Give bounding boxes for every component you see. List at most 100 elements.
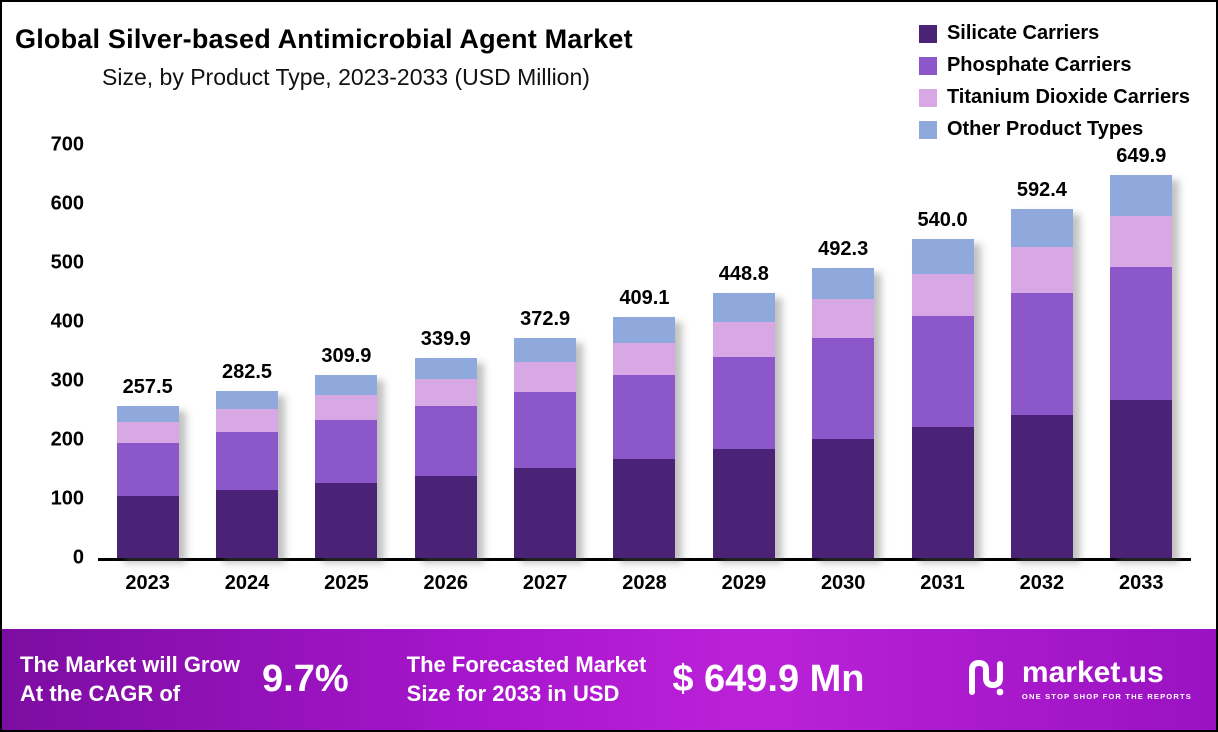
legend-swatch [918, 56, 937, 75]
bar-segment [613, 342, 676, 376]
marketus-logo: market.us ONE STOP SHOP FOR THE REPORTS [966, 654, 1192, 705]
y-tick-label: 300 [50, 369, 84, 392]
x-axis: 2023 2024 2025 2026 2027 2028 2029 2030 2031 2032… [98, 572, 1191, 595]
y-tick-label: 600 [50, 192, 84, 215]
x-tick-label: 2032 [1019, 572, 1065, 594]
y-tick-label: 500 [50, 251, 84, 274]
bar-total-label: 592.4 [1016, 178, 1067, 201]
legend-swatch [918, 88, 937, 107]
bar-total-label: 282.5 [222, 361, 273, 384]
bar-segment [216, 432, 279, 491]
bar-segment [911, 316, 974, 428]
bar-total-label: 448.8 [718, 263, 769, 286]
bar-segment [414, 357, 477, 380]
bar-segment [315, 483, 378, 558]
bar-stack [911, 239, 974, 558]
bar-segment [1110, 174, 1173, 216]
bar-column: 540.0 [893, 145, 992, 558]
bar-stack [315, 375, 378, 558]
bar-segment [514, 391, 577, 468]
cagr-value: 9.7% [262, 658, 349, 700]
brand-name: market.us [1021, 656, 1164, 689]
chart-title: Global Silver-based Antimicrobial Agent … [15, 24, 633, 54]
y-tick-label: 100 [50, 487, 84, 510]
bar-segment [216, 391, 279, 410]
bar-segment [514, 362, 577, 392]
forecast-line1: The Forecasted Market [406, 651, 647, 677]
bar-stack [812, 267, 875, 558]
bar-segment [116, 442, 179, 497]
y-tick-label: 400 [50, 310, 84, 333]
bar-column: 592.4 [992, 145, 1091, 558]
bar-segment [613, 458, 676, 558]
bar-column: 409.1 [595, 145, 694, 558]
bar-segment [1110, 400, 1173, 558]
bar-segment [911, 239, 974, 274]
bar-segment [216, 490, 279, 558]
bar-total-label: 649.9 [1116, 144, 1167, 167]
x-tick-label: 2023 [125, 572, 170, 594]
legend-label: Titanium Dioxide Carriers [946, 86, 1190, 108]
brand-tagline: ONE STOP SHOP FOR THE REPORTS [1021, 692, 1192, 701]
forecast-line2: Size for 2033 in USD [406, 680, 620, 706]
growth-line1: The Market will Grow [20, 651, 241, 677]
y-tick-label: 0 [72, 546, 84, 569]
bar-segment [514, 338, 577, 363]
bar-segment [911, 273, 974, 317]
bar-segment [315, 419, 378, 484]
x-tick-label: 2029 [721, 572, 767, 594]
bar-segment [315, 375, 378, 396]
x-tick-label: 2033 [1119, 572, 1164, 594]
bar-total-label: 257.5 [122, 376, 173, 399]
bar-segment [911, 427, 974, 558]
legend-label: Other Product Types [946, 118, 1144, 140]
bar-segment [414, 476, 477, 558]
bar-total-label: 540.0 [917, 209, 968, 232]
bar-stack [414, 357, 477, 558]
x-tick-label: 2031 [920, 572, 965, 594]
legend-item: Silicate Carriers [918, 22, 1190, 45]
bar-segment [613, 316, 676, 343]
bar-segment [812, 267, 875, 300]
bar-column: 448.8 [694, 145, 793, 558]
bar-segment [712, 293, 775, 323]
bar-column: 339.9 [396, 145, 495, 558]
bar-total-label: 372.9 [520, 308, 571, 330]
legend-item: Phosphate Carriers [918, 54, 1190, 77]
bar-segment [613, 375, 676, 459]
bar-segment [812, 337, 875, 439]
bar-column: 649.9 [1092, 145, 1191, 558]
bar-segment [812, 438, 875, 558]
y-tick-label: 200 [50, 428, 84, 451]
bar-segment [514, 467, 577, 558]
bar-column: 492.3 [794, 145, 893, 558]
bar-segment [116, 496, 179, 558]
x-tick-label: 2028 [622, 572, 667, 594]
bar-segment [116, 406, 179, 423]
bar-column: 372.9 [495, 145, 594, 558]
bar-stack [1010, 208, 1073, 558]
y-tick-label: 700 [50, 133, 84, 156]
bar-segment [812, 299, 875, 338]
forecast-text: The Forecasted Market Size for 2033 in U… [407, 651, 647, 708]
x-tick-label: 2024 [224, 572, 270, 594]
bar-segment [1110, 267, 1173, 401]
bar-column: 282.5 [197, 145, 296, 558]
bar-total-label: 409.1 [619, 286, 670, 309]
x-tick-label: 2030 [820, 572, 866, 594]
bar-stack [514, 338, 577, 558]
legend-swatch [918, 24, 937, 43]
legend-swatch [918, 120, 937, 139]
bar-segment [1010, 208, 1073, 247]
bar-segment [1010, 246, 1073, 294]
bar-total-label: 309.9 [321, 345, 372, 368]
bar-total-label: 492.3 [818, 237, 869, 260]
bar-stack [116, 406, 179, 558]
legend: Silicate Carriers Phosphate Carriers Titan… [918, 22, 1190, 141]
bar-segment [116, 422, 179, 443]
plot-area: 257.5 282.5 309.9 339.9 372.9 409.1 448.8 492.3… [98, 145, 1191, 561]
growth-text: The Market will Grow At the CAGR of [20, 651, 240, 708]
forecast-value: $ 649.9 Mn [672, 658, 865, 700]
marketus-logo-icon [966, 654, 1012, 705]
